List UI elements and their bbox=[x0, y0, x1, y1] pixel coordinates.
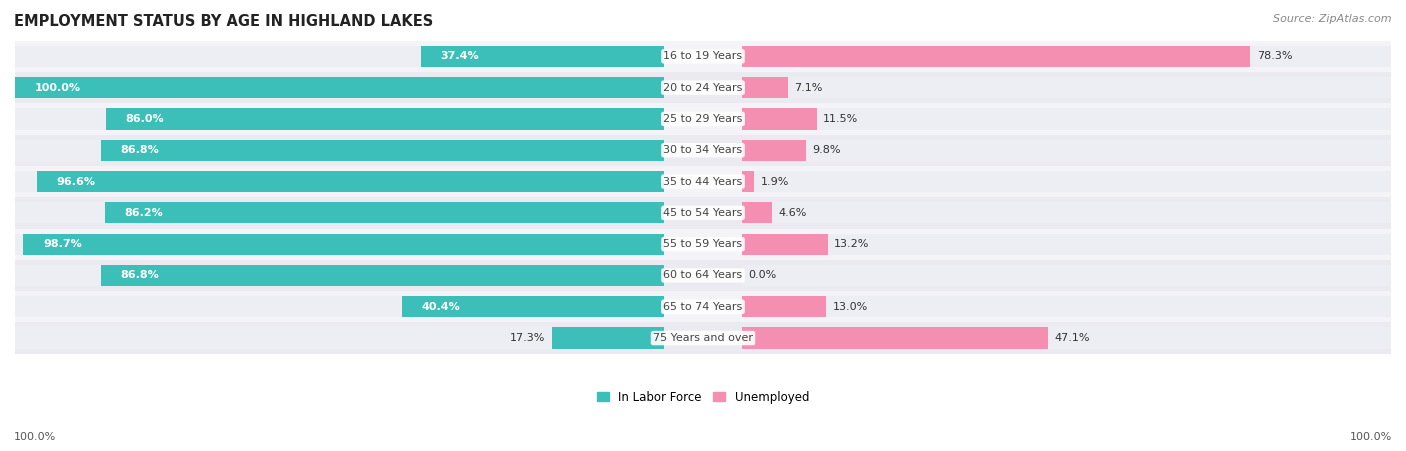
Text: 96.6%: 96.6% bbox=[56, 176, 96, 187]
Bar bbox=[742, 265, 1391, 286]
Bar bbox=[15, 41, 1391, 72]
Bar bbox=[742, 46, 1391, 67]
Text: 65 to 74 Years: 65 to 74 Years bbox=[664, 302, 742, 312]
Bar bbox=[742, 327, 1391, 349]
Text: 100.0%: 100.0% bbox=[1350, 432, 1392, 442]
Bar bbox=[15, 103, 1391, 134]
Bar bbox=[104, 202, 664, 224]
Bar bbox=[101, 140, 664, 161]
Bar bbox=[15, 77, 664, 98]
Text: 78.3%: 78.3% bbox=[1257, 51, 1292, 61]
Bar bbox=[402, 296, 664, 318]
Bar bbox=[742, 108, 817, 129]
Text: 40.4%: 40.4% bbox=[422, 302, 460, 312]
Bar bbox=[15, 296, 664, 318]
Bar bbox=[422, 46, 664, 67]
Bar bbox=[15, 327, 664, 349]
Bar bbox=[101, 265, 664, 286]
Text: 100.0%: 100.0% bbox=[35, 83, 80, 92]
Text: 4.6%: 4.6% bbox=[779, 208, 807, 218]
Bar bbox=[15, 260, 1391, 291]
Text: 98.7%: 98.7% bbox=[44, 239, 82, 249]
Bar bbox=[15, 322, 1391, 354]
Bar bbox=[15, 234, 664, 255]
Text: 17.3%: 17.3% bbox=[510, 333, 546, 343]
Bar bbox=[15, 197, 1391, 229]
Bar bbox=[15, 291, 1391, 322]
Bar bbox=[742, 46, 1250, 67]
Bar bbox=[37, 171, 664, 192]
Bar bbox=[24, 234, 664, 255]
Bar bbox=[15, 46, 664, 67]
Text: 45 to 54 Years: 45 to 54 Years bbox=[664, 208, 742, 218]
Bar bbox=[105, 108, 664, 129]
Bar bbox=[742, 327, 1047, 349]
Text: 1.9%: 1.9% bbox=[761, 176, 789, 187]
Text: 35 to 44 Years: 35 to 44 Years bbox=[664, 176, 742, 187]
Text: 7.1%: 7.1% bbox=[794, 83, 823, 92]
Bar bbox=[15, 140, 664, 161]
Text: Source: ZipAtlas.com: Source: ZipAtlas.com bbox=[1274, 14, 1392, 23]
Bar bbox=[551, 327, 664, 349]
Bar bbox=[742, 140, 806, 161]
Bar bbox=[742, 234, 1391, 255]
Text: 100.0%: 100.0% bbox=[14, 432, 56, 442]
Text: 47.1%: 47.1% bbox=[1054, 333, 1090, 343]
Text: 30 to 34 Years: 30 to 34 Years bbox=[664, 145, 742, 155]
Text: 16 to 19 Years: 16 to 19 Years bbox=[664, 51, 742, 61]
Text: 55 to 59 Years: 55 to 59 Years bbox=[664, 239, 742, 249]
Bar bbox=[742, 171, 754, 192]
Bar bbox=[15, 265, 664, 286]
Bar bbox=[15, 166, 1391, 197]
Bar bbox=[15, 134, 1391, 166]
Bar bbox=[15, 108, 664, 129]
Bar bbox=[742, 77, 787, 98]
Bar bbox=[742, 77, 1391, 98]
Text: 13.0%: 13.0% bbox=[832, 302, 868, 312]
Legend: In Labor Force, Unemployed: In Labor Force, Unemployed bbox=[592, 386, 814, 409]
Bar bbox=[15, 229, 1391, 260]
Text: 86.2%: 86.2% bbox=[124, 208, 163, 218]
Bar bbox=[742, 140, 1391, 161]
Text: 0.0%: 0.0% bbox=[748, 271, 776, 281]
Bar bbox=[742, 202, 1391, 224]
Bar bbox=[742, 202, 772, 224]
Bar bbox=[15, 77, 664, 98]
Text: 60 to 64 Years: 60 to 64 Years bbox=[664, 271, 742, 281]
Bar bbox=[15, 171, 664, 192]
Text: EMPLOYMENT STATUS BY AGE IN HIGHLAND LAKES: EMPLOYMENT STATUS BY AGE IN HIGHLAND LAK… bbox=[14, 14, 433, 28]
Bar bbox=[15, 202, 664, 224]
Text: 86.8%: 86.8% bbox=[120, 271, 159, 281]
Text: 9.8%: 9.8% bbox=[813, 145, 841, 155]
Bar bbox=[742, 296, 1391, 318]
Bar bbox=[742, 296, 827, 318]
Text: 13.2%: 13.2% bbox=[834, 239, 869, 249]
Bar bbox=[742, 171, 1391, 192]
Text: 11.5%: 11.5% bbox=[823, 114, 858, 124]
Text: 37.4%: 37.4% bbox=[441, 51, 479, 61]
Bar bbox=[742, 234, 828, 255]
Text: 75 Years and over: 75 Years and over bbox=[652, 333, 754, 343]
Text: 25 to 29 Years: 25 to 29 Years bbox=[664, 114, 742, 124]
Text: 86.0%: 86.0% bbox=[125, 114, 165, 124]
Bar bbox=[742, 108, 1391, 129]
Text: 20 to 24 Years: 20 to 24 Years bbox=[664, 83, 742, 92]
Bar bbox=[15, 72, 1391, 103]
Text: 86.8%: 86.8% bbox=[120, 145, 159, 155]
